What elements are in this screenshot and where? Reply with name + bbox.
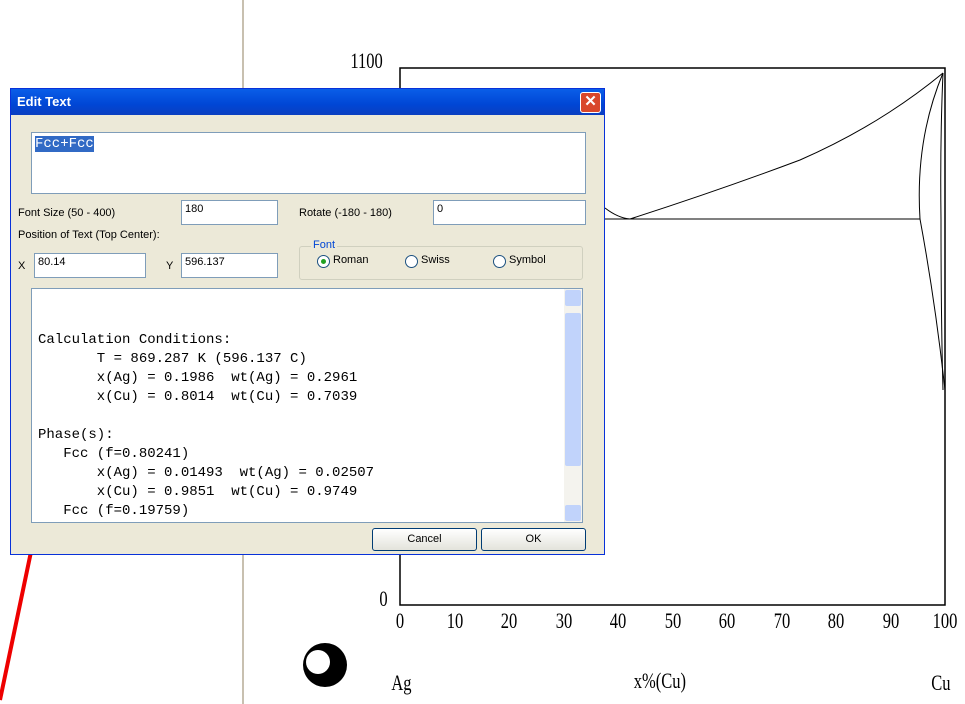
dialog-title: Edit Text bbox=[17, 94, 71, 109]
result-line: x(Cu) = 0.8014 wt(Cu) = 0.7039 bbox=[38, 389, 358, 405]
title-bar: Edit Text ✕ bbox=[11, 89, 604, 115]
dialog: Edit Text ✕ Fcc+Fcc Font Size (50 - 400)… bbox=[10, 88, 605, 555]
result-line: x(Ag) = 0.1986 wt(Ag) = 0.2961 bbox=[38, 370, 358, 386]
result-line: Calculation Conditions: bbox=[38, 332, 232, 348]
font-size-label: Font Size (50 - 400) bbox=[18, 207, 116, 219]
position-label: Position of Text (Top Center): bbox=[18, 229, 160, 241]
radio-label: Swiss bbox=[421, 254, 450, 266]
x-tick-label: 0 bbox=[395, 608, 405, 633]
x-input[interactable]: 80.14 bbox=[34, 253, 146, 278]
font-group bbox=[299, 246, 583, 280]
radio-button[interactable] bbox=[493, 255, 506, 268]
radio-button[interactable] bbox=[317, 255, 330, 268]
scroll-down[interactable] bbox=[565, 505, 581, 521]
text-input[interactable]: Fcc+Fcc bbox=[31, 132, 586, 194]
x-tick-label: 10 bbox=[446, 608, 463, 633]
result-line: x(Ag) = 0.9444 wt(Ag) = 0.9665 bbox=[38, 521, 357, 522]
right-label: Cu bbox=[931, 670, 951, 695]
x-tick-label: 30 bbox=[555, 608, 572, 633]
x-tick-label: 60 bbox=[718, 608, 736, 633]
x-tick-label: 80 bbox=[827, 608, 845, 633]
ok-button[interactable]: OK bbox=[481, 528, 586, 551]
radio-label: Symbol bbox=[509, 254, 546, 266]
x-tick-label: 50 bbox=[664, 608, 681, 633]
radio-label: Roman bbox=[333, 254, 369, 266]
text-input-value: Fcc+Fcc bbox=[35, 136, 94, 152]
x-tick-label: 90 bbox=[882, 608, 899, 633]
close-button[interactable]: ✕ bbox=[580, 92, 601, 113]
x-label: X bbox=[18, 260, 26, 272]
x-tick-label: 20 bbox=[500, 608, 518, 633]
result-line: T = 869.287 K (596.137 C) bbox=[38, 351, 307, 367]
y-label: Y bbox=[166, 260, 174, 272]
x-tick-label: 70 bbox=[773, 608, 790, 633]
left-label: Ag bbox=[391, 670, 412, 695]
font-legend: Font bbox=[311, 239, 338, 251]
scroll-up[interactable] bbox=[565, 290, 581, 306]
y-label-top: 1100 bbox=[350, 48, 383, 73]
result-line: x(Cu) = 0.9851 wt(Cu) = 0.9749 bbox=[38, 484, 358, 500]
y-label-bottom: 0 bbox=[379, 586, 388, 611]
radio-dot bbox=[321, 259, 326, 264]
axis-label: x%(Cu) bbox=[633, 668, 686, 693]
result-line: x(Ag) = 0.01493 wt(Ag) = 0.02507 bbox=[38, 465, 375, 481]
result-line: Phase(s): bbox=[38, 427, 114, 443]
x-tick-label: 40 bbox=[609, 608, 627, 633]
result-line: Fcc (f=0.80241) bbox=[38, 446, 190, 462]
scroll-thumb[interactable] bbox=[565, 313, 581, 466]
results-box: Calculation Conditions: T = 869.287 K (5… bbox=[31, 288, 583, 523]
scrollbar[interactable] bbox=[564, 289, 582, 522]
cancel-button[interactable]: Cancel bbox=[372, 528, 477, 551]
x-tick-label: 100 bbox=[932, 608, 958, 633]
y-input[interactable]: 596.137 bbox=[181, 253, 278, 278]
radio-button[interactable] bbox=[405, 255, 418, 268]
rotate-input[interactable]: 0 bbox=[433, 200, 586, 225]
rotate-label: Rotate (-180 - 180) bbox=[299, 207, 392, 219]
result-line: Fcc (f=0.19759) bbox=[38, 503, 190, 519]
font-size-input[interactable]: 180 bbox=[181, 200, 278, 225]
